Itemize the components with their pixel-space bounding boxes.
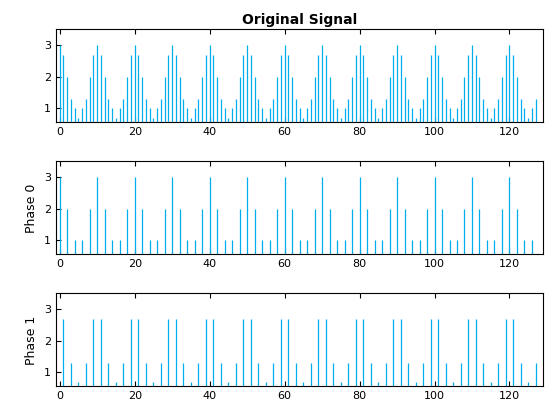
Y-axis label: Phase 1: Phase 1 [25,315,39,365]
Y-axis label: Phase 0: Phase 0 [25,183,39,233]
Title: Original Signal: Original Signal [242,13,357,27]
